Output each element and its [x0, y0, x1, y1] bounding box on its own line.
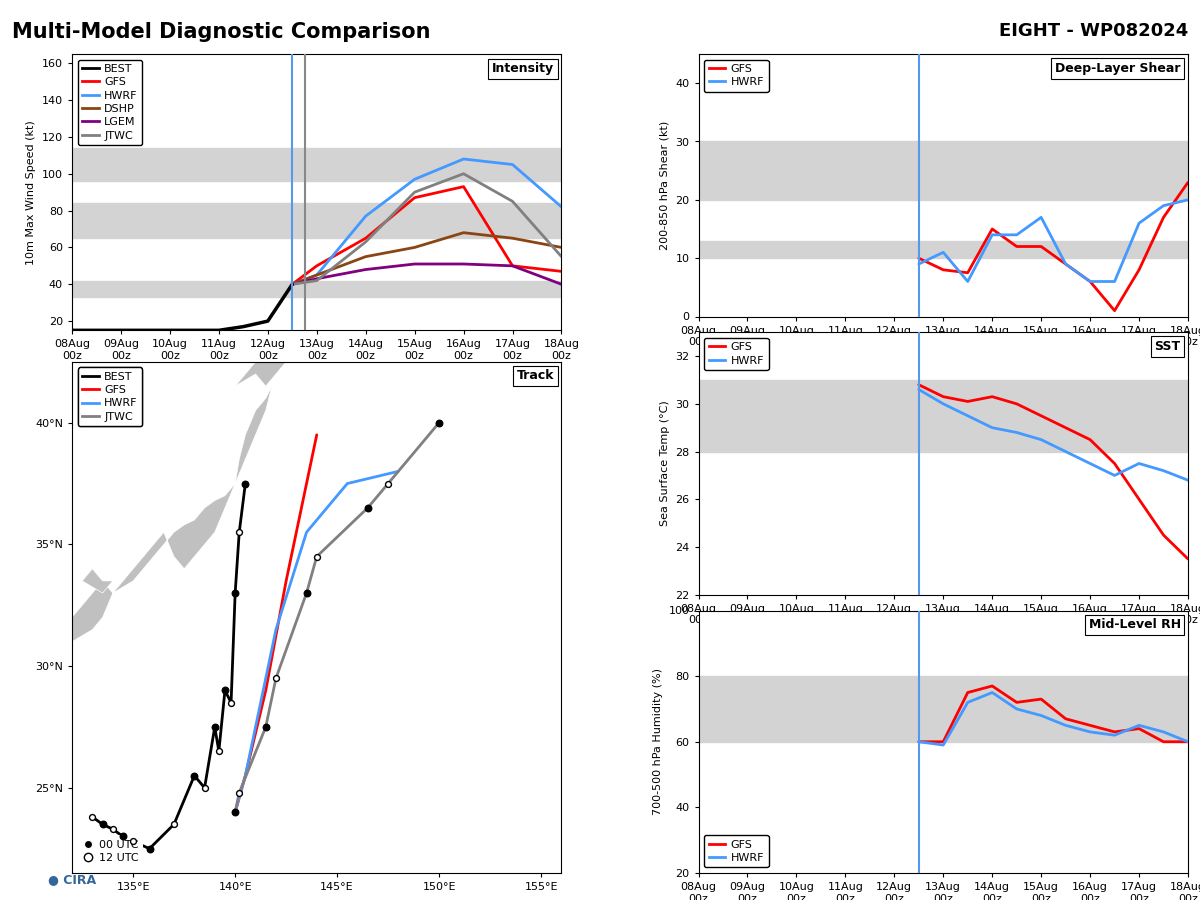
Bar: [72, 203, 562, 238]
Text: Deep-Layer Shear: Deep-Layer Shear: [1055, 62, 1181, 75]
Legend: GFS, HWRF: GFS, HWRF: [704, 59, 769, 92]
Point: [229, 786, 248, 800]
Point: [164, 817, 184, 832]
Text: Intensity: Intensity: [492, 62, 554, 76]
Bar: [698, 240, 1188, 258]
Point: [92, 817, 112, 832]
Point: [229, 525, 248, 539]
Legend: 00 UTC, 12 UTC: 00 UTC, 12 UTC: [78, 835, 143, 868]
Point: [103, 822, 122, 836]
Y-axis label: Sea Surface Temp (°C): Sea Surface Temp (°C): [660, 400, 670, 526]
Point: [222, 696, 241, 710]
Point: [226, 805, 245, 819]
Point: [378, 476, 397, 491]
Point: [296, 586, 316, 600]
Text: Multi-Model Diagnostic Comparison: Multi-Model Diagnostic Comparison: [12, 22, 431, 42]
Bar: [72, 148, 562, 181]
Point: [215, 683, 234, 698]
Point: [226, 586, 245, 600]
Point: [83, 810, 102, 824]
Y-axis label: 700-500 hPa Humidity (%): 700-500 hPa Humidity (%): [653, 668, 662, 815]
Legend: BEST, GFS, HWRF, DSHP, LGEM, JTWC: BEST, GFS, HWRF, DSHP, LGEM, JTWC: [78, 59, 142, 145]
Bar: [698, 141, 1188, 200]
Point: [358, 500, 377, 515]
Text: Mid-Level RH: Mid-Level RH: [1088, 618, 1181, 632]
Point: [235, 476, 254, 491]
Legend: GFS, HWRF: GFS, HWRF: [704, 835, 769, 868]
Point: [209, 744, 228, 759]
Point: [140, 842, 160, 856]
Bar: [72, 281, 562, 297]
Point: [307, 549, 326, 563]
Point: [430, 416, 449, 430]
Text: Track: Track: [517, 370, 554, 382]
Y-axis label: 200-850 hPa Shear (kt): 200-850 hPa Shear (kt): [660, 121, 670, 250]
Text: SST: SST: [1154, 340, 1181, 353]
Bar: [698, 676, 1188, 742]
Bar: [698, 380, 1188, 452]
Point: [113, 829, 132, 843]
Point: [185, 769, 204, 783]
Y-axis label: 10m Max Wind Speed (kt): 10m Max Wind Speed (kt): [26, 120, 36, 265]
Point: [266, 671, 286, 686]
Point: [205, 720, 224, 734]
Point: [194, 780, 214, 795]
Legend: GFS, HWRF: GFS, HWRF: [704, 338, 769, 370]
Point: [124, 834, 143, 849]
Text: EIGHT - WP082024: EIGHT - WP082024: [998, 22, 1188, 40]
Text: ● CIRA: ● CIRA: [48, 874, 96, 886]
Point: [256, 720, 275, 734]
